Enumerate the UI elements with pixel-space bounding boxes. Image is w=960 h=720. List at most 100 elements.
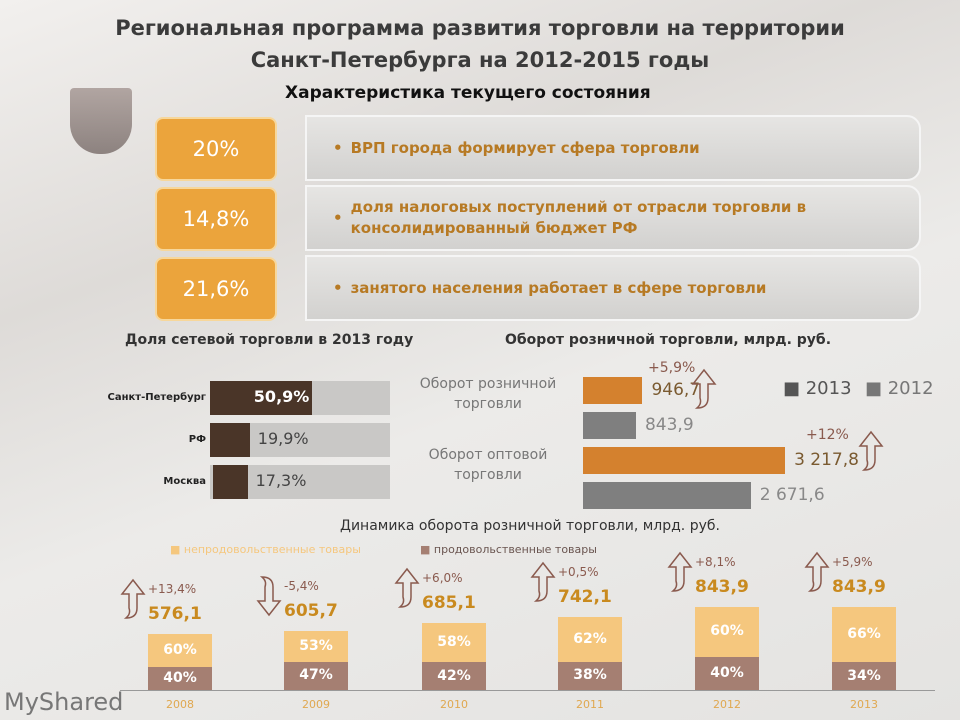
bar-category-label: Москва — [163, 476, 206, 487]
segment-food: 38% — [558, 662, 622, 690]
legend-nonfood-label: непродовольственные товары — [183, 543, 361, 556]
stat-value-box: 20% — [155, 117, 277, 181]
growth-arrow-up-icon-path — [120, 578, 146, 619]
x-axis-line — [120, 690, 935, 691]
growth-label: -5,4% — [284, 578, 319, 593]
segment-food: 40% — [148, 667, 212, 690]
growth-label: +5,9% — [648, 360, 696, 376]
segment-nonfood: 62% — [558, 617, 622, 663]
bar-value-label: 843,9 — [644, 415, 694, 435]
growth-arrow-down-icon-path — [256, 575, 282, 616]
total-value-label: 843,9 — [832, 577, 886, 598]
bar-fill — [213, 465, 248, 499]
growth-arrow-up-icon-path — [858, 430, 884, 471]
legend-2013: ■ 2013 — [783, 378, 852, 399]
legend-nonfood: ■ непродовольственные товары — [170, 543, 361, 556]
year-label: 2012 — [713, 698, 741, 711]
page-title-line1: Региональная программа развития торговли… — [115, 16, 845, 40]
stacked-column: 66% 34% — [832, 607, 896, 690]
dynamics-title: Динамика оборота розничной торговли, млр… — [340, 518, 720, 534]
total-value-label: 685,1 — [422, 592, 476, 613]
growth-label: +12% — [806, 427, 849, 443]
segment-food: 47% — [284, 662, 348, 690]
growth-arrow-up-icon — [120, 578, 146, 619]
stat-text: доля налоговых поступлений от отрасли то… — [350, 198, 807, 237]
category-label: Оборот оптовой торговли — [428, 447, 548, 483]
growth-arrow-up-icon-path — [691, 368, 717, 409]
growth-label: +6,0% — [422, 570, 463, 585]
page-title-line2: Санкт-Петербурга на 2012-2015 годы — [250, 48, 710, 72]
total-value-label: 843,9 — [695, 577, 749, 598]
growth-label: +0,5% — [558, 565, 599, 580]
year-label: 2010 — [440, 698, 468, 711]
bar-2013 — [583, 447, 786, 474]
bar-category-label: Санкт-Петербург — [107, 392, 206, 403]
stat-panel: • занятого населения работает в сфере тор… — [305, 255, 921, 321]
stat-value-box: 21,6% — [155, 257, 277, 321]
watermark: MyShared — [4, 688, 124, 716]
stacked-column: 58% 42% — [422, 622, 486, 690]
bar-2012 — [583, 482, 751, 509]
growth-arrow-up-icon — [394, 567, 420, 608]
segment-nonfood: 58% — [422, 622, 486, 662]
bar-fill — [210, 381, 312, 415]
segment-food: 42% — [422, 661, 486, 690]
category-label: Оборот розничной торговли — [419, 376, 557, 412]
year-label: 2008 — [166, 698, 194, 711]
stat-text: ВРП города формирует сфера торговли — [350, 138, 700, 157]
stacked-column: 60% 40% — [695, 607, 759, 690]
bar-value-label: 17,3% — [255, 471, 307, 490]
total-value-label: 742,1 — [558, 587, 612, 608]
segment-food: 40% — [695, 656, 759, 690]
growth-arrow-up-icon — [691, 368, 717, 409]
chain-share-title: Доля сетевой торговли в 2013 году — [125, 332, 414, 348]
growth-arrow-up-icon-path — [530, 562, 556, 603]
bar-value-label: 19,9% — [257, 429, 309, 448]
growth-label: +8,1% — [695, 555, 736, 570]
stat-panel: • доля налоговых поступлений от отрасли т… — [305, 185, 921, 251]
legend-food: ■ продовольственные товары — [420, 543, 597, 556]
turnover-title: Оборот розничной торговли, млрд. руб. — [505, 332, 832, 348]
growth-label: +5,9% — [832, 555, 873, 570]
growth-arrow-up-icon — [858, 430, 884, 471]
growth-arrow-up-icon — [530, 562, 556, 603]
year-label: 2009 — [302, 698, 330, 711]
bullet-icon: • — [333, 278, 343, 297]
bar-2012 — [583, 412, 636, 439]
segment-nonfood: 66% — [832, 607, 896, 662]
bar-value-label: 946,7 — [651, 380, 701, 400]
bar-track: 17,3% — [210, 465, 390, 499]
stat-value-box: 14,8% — [155, 187, 277, 251]
growth-arrow-up-icon — [667, 552, 693, 593]
segment-food: 34% — [832, 661, 896, 690]
bullet-icon: • — [333, 138, 343, 157]
growth-arrow-up-icon — [804, 552, 830, 593]
growth-arrow-down-icon — [256, 575, 282, 616]
stacked-column: 53% 47% — [284, 630, 348, 690]
bar-value-label: 50,9% — [253, 387, 310, 406]
growth-arrow-up-icon-path — [804, 552, 830, 593]
section-subtitle: Характеристика текущего состояния — [285, 83, 651, 103]
bar-track: 19,9% — [210, 423, 390, 457]
stat-panel: • ВРП города формирует сфера торговли — [305, 115, 921, 181]
growth-arrow-up-icon-path — [394, 567, 420, 608]
segment-nonfood: 53% — [284, 630, 348, 663]
legend-2012: ■ 2012 — [865, 378, 934, 399]
bar-value-label: 2 671,6 — [759, 485, 825, 505]
stat-text: занятого населения работает в сфере торг… — [350, 278, 767, 297]
legend-food-label: продовольственные товары — [433, 543, 597, 556]
stacked-column: 62% 38% — [558, 617, 622, 690]
year-label: 2011 — [576, 698, 604, 711]
segment-nonfood: 60% — [148, 633, 212, 668]
bullet-icon: • — [333, 208, 343, 227]
segment-nonfood: 60% — [695, 607, 759, 657]
bar-value-label: 3 217,8 — [794, 450, 859, 470]
growth-arrow-up-icon-path — [667, 552, 693, 593]
bar-2013 — [583, 377, 643, 404]
year-label: 2013 — [850, 698, 878, 711]
stacked-column: 60% 40% — [148, 633, 212, 690]
bar-track: 50,9% — [210, 381, 390, 415]
coat-of-arms-logo — [70, 88, 132, 154]
bar-category-label: РФ — [188, 434, 206, 445]
total-value-label: 605,7 — [284, 600, 338, 621]
